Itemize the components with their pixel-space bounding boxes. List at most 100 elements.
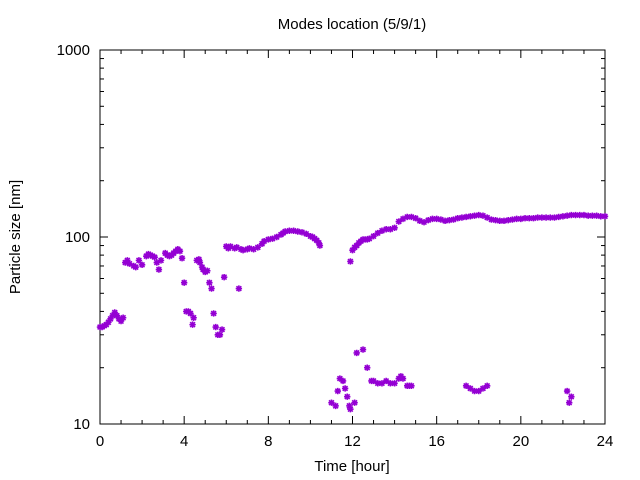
data-point xyxy=(307,232,314,240)
data-point xyxy=(576,211,583,219)
data-point xyxy=(441,217,449,225)
data-point xyxy=(254,244,262,251)
data-point xyxy=(332,402,339,410)
x-tick-label: 8 xyxy=(264,433,272,450)
data-point xyxy=(479,385,487,392)
data-point xyxy=(195,256,203,263)
data-point xyxy=(387,226,394,233)
data-point xyxy=(382,377,390,385)
chart-title: Modes location (5/9/1) xyxy=(278,16,426,33)
data-point xyxy=(239,246,247,254)
data-point xyxy=(290,227,297,234)
data-point xyxy=(237,246,245,253)
data-point xyxy=(157,257,165,264)
data-point xyxy=(216,331,224,338)
data-point xyxy=(370,232,377,240)
data-point xyxy=(526,215,533,222)
data-point xyxy=(597,213,604,220)
data-point xyxy=(298,229,306,236)
data-point xyxy=(210,310,217,317)
data-point xyxy=(378,227,386,234)
x-tick-label: 16 xyxy=(428,433,445,450)
data-point xyxy=(269,235,276,242)
data-point xyxy=(281,228,289,235)
data-point xyxy=(265,236,272,243)
data-point xyxy=(505,216,512,224)
data-point xyxy=(429,215,436,223)
data-point xyxy=(294,228,301,235)
data-point xyxy=(492,216,499,224)
data-point xyxy=(364,364,371,371)
data-point xyxy=(135,257,143,264)
data-point xyxy=(353,349,360,357)
data-point xyxy=(153,259,161,266)
data-point xyxy=(589,212,596,219)
data-point xyxy=(446,216,453,224)
data-point xyxy=(119,314,127,321)
data-point xyxy=(462,213,470,221)
data-point xyxy=(475,387,482,395)
data-point xyxy=(408,213,415,221)
data-point xyxy=(496,217,503,225)
data-point xyxy=(479,212,487,219)
data-point xyxy=(138,261,146,269)
axis-ticks: 0 4 8 12 16 20 24 10 100 1000 xyxy=(57,42,614,450)
x-axis-label: Time [hour] xyxy=(314,458,389,475)
data-point xyxy=(176,247,184,255)
data-point xyxy=(359,346,367,353)
data-point xyxy=(471,212,478,219)
data-point xyxy=(124,257,131,264)
data-point xyxy=(534,214,541,221)
data-point xyxy=(412,215,419,222)
data-point xyxy=(500,217,508,225)
data-point xyxy=(433,215,440,223)
data-point xyxy=(521,215,529,222)
data-point xyxy=(364,236,371,243)
data-point xyxy=(450,216,457,223)
data-point xyxy=(374,229,381,237)
data-point xyxy=(220,273,228,281)
data-point xyxy=(344,393,351,400)
data-point xyxy=(328,399,335,406)
data-point xyxy=(454,215,461,222)
y-tick-label: 1000 xyxy=(57,42,90,59)
data-point xyxy=(273,233,280,241)
data-point xyxy=(227,243,234,250)
data-point xyxy=(260,237,268,245)
data-points xyxy=(96,211,609,413)
data-point xyxy=(425,216,432,224)
data-point xyxy=(347,258,354,265)
data-point xyxy=(399,375,407,382)
data-point xyxy=(387,380,394,387)
data-point xyxy=(374,380,381,387)
data-point xyxy=(542,214,550,221)
data-point xyxy=(471,387,478,395)
data-point xyxy=(206,279,213,286)
data-point xyxy=(566,399,573,406)
data-point xyxy=(113,312,121,319)
data-point xyxy=(198,263,206,271)
data-point xyxy=(382,226,390,233)
data-point xyxy=(420,218,428,226)
x-tick-label: 24 xyxy=(597,433,614,450)
x-tick-label: 4 xyxy=(180,433,188,450)
data-point xyxy=(568,393,575,400)
data-point xyxy=(483,382,491,390)
data-point xyxy=(370,377,377,385)
data-point xyxy=(572,211,579,219)
data-point xyxy=(467,213,474,220)
data-point xyxy=(244,246,251,253)
data-point xyxy=(178,255,186,262)
data-point xyxy=(462,382,470,390)
data-point xyxy=(190,314,197,321)
data-point xyxy=(189,321,196,328)
x-tick-label: 20 xyxy=(512,433,529,450)
data-point xyxy=(336,375,344,382)
data-point xyxy=(117,317,125,325)
data-point xyxy=(509,216,516,223)
data-point xyxy=(551,214,558,221)
data-point xyxy=(231,245,238,252)
data-point xyxy=(378,380,386,387)
data-point xyxy=(488,216,495,223)
data-point xyxy=(467,385,474,392)
